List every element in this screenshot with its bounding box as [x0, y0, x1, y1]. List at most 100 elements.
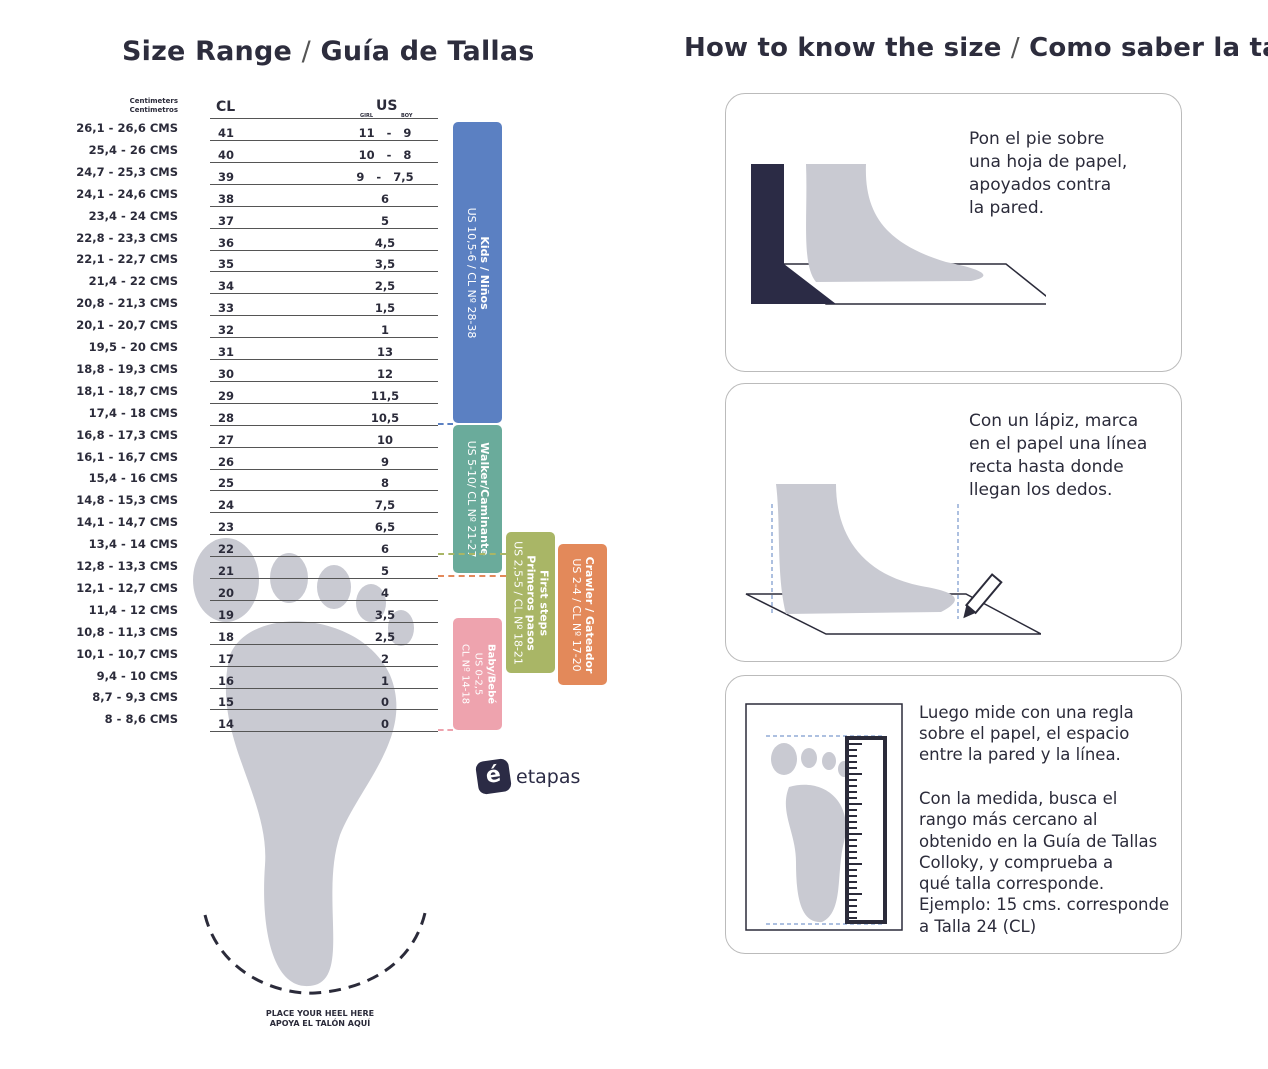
cm-range: 21,4 - 22 CMS [88, 274, 178, 289]
row-divider [210, 512, 438, 514]
table-row: 23,4 - 24 CMS 37 5 [80, 209, 440, 231]
cm-range: 14,8 - 15,3 CMS [76, 493, 178, 508]
walker-divider [438, 553, 506, 555]
us-size: 12 [376, 366, 393, 381]
row-divider [210, 468, 438, 470]
cm-range: 20,1 - 20,7 CMS [76, 318, 178, 333]
table-row: 10,8 - 11,3 CMS 18 2,5 [76, 625, 440, 647]
cl-header: CL [216, 99, 236, 115]
walker-label: Walker/Caminante [477, 442, 491, 556]
first-steps-label-es: Primeros pasos [524, 554, 537, 651]
us-size: 1 [380, 323, 389, 338]
kids-range: US 10,5-6 / CL Nº 28-38 [464, 207, 478, 338]
us-size: 5 [380, 213, 389, 228]
row-divider [210, 293, 438, 295]
pencil-marking-icon [745, 484, 1041, 635]
row-divider [210, 731, 438, 733]
title-sep: / [1010, 33, 1020, 63]
text-line: qué talla corresponde. [919, 874, 1105, 894]
girl-label: GIRL [360, 113, 374, 119]
us-size: 10,5 [370, 410, 400, 425]
us-size: 11 - 9 [358, 126, 412, 140]
cl-size: 24 [218, 498, 235, 513]
kids-bar: Kids / Niños US 10,5-6 / CL Nº 28-38 [453, 122, 502, 423]
row-divider [210, 643, 438, 645]
boy-label: BOY [401, 113, 413, 119]
table-row: 16,8 - 17,3 CMS 27 10 [76, 428, 440, 450]
title-sep: / [301, 36, 311, 67]
us-size: 4,5 [374, 235, 396, 250]
title-es: Como saber la talla [1029, 33, 1268, 63]
text-line: rango más cercano al [919, 810, 1098, 830]
us-size: 6,5 [374, 520, 396, 535]
row-divider [210, 709, 438, 711]
text-line: Con la medida, busca el [919, 789, 1118, 808]
row-divider [210, 687, 438, 689]
cm-range: 12,8 - 13,3 CMS [76, 559, 178, 573]
text-line: apoyados contra [969, 175, 1112, 195]
table-row: 15,4 - 16 CMS 25 8 [80, 471, 440, 493]
crawler-range: US 2-4 / CL Nº 17-20 [569, 557, 583, 672]
us-size: 2,5 [374, 629, 396, 644]
how-to-title: How to know the size / Como saber la tal… [684, 33, 1268, 63]
first-steps-range: US 2,5-5 / CL Nº 18-21 [511, 540, 524, 665]
text-line: Con un lápiz, marca [969, 411, 1139, 431]
etapas-logo: é etapas [474, 757, 580, 796]
row-divider [210, 359, 438, 360]
cm-range: 25,4 - 26 CMS [88, 142, 178, 157]
table-row: 18,8 - 19,3 CMS 30 12 [76, 362, 440, 384]
us-size: 5 [380, 564, 389, 578]
text-line: Colloky, y comprueba a [919, 852, 1114, 872]
logo-icon: é [474, 757, 513, 796]
row-divider [210, 665, 438, 667]
us-size: 1 [380, 673, 389, 688]
us-header: US [376, 98, 398, 114]
cm-range: 13,4 - 14 CMS [88, 537, 178, 552]
table-row: 26,1 - 26,6 CMS 41 11 - 9 [76, 121, 440, 143]
text-line: la pared. [969, 198, 1045, 218]
baby-range: US 0-2,5 [472, 652, 483, 696]
cm-range: 26,1 - 26,6 CMS [76, 121, 178, 135]
firststeps-divider [438, 575, 506, 577]
us-size: 10 [376, 432, 393, 447]
table-row: 8 - 8,6 CMS 14 0 [80, 712, 440, 734]
step-2-text: Con un lápiz, marca en el papel una línea… [969, 410, 1147, 502]
title-es: Guía de Tallas [320, 36, 535, 67]
us-size: 13 [376, 345, 393, 359]
table-row: 20,1 - 20,7 CMS 32 1 [76, 318, 440, 340]
heel-instruction: PLACE YOUR HEEL HERE APOYA EL TALÓN AQUÍ [230, 1009, 410, 1029]
text-line: Pon el pie sobre [969, 129, 1105, 149]
table-row: 13,4 - 14 CMS 22 6 [80, 537, 440, 559]
step-3-panel: Luego mide con una regla sobre el papel, … [725, 675, 1182, 954]
row-divider [210, 621, 438, 623]
text-line: en el papel una línea [969, 434, 1148, 454]
cl-size: 41 [218, 126, 235, 140]
title-en: Size Range [122, 36, 292, 67]
us-size: 6 [380, 542, 389, 557]
us-size: 6 [380, 191, 389, 206]
row-divider [210, 227, 438, 229]
us-size: 1,5 [374, 301, 396, 316]
us-size: 3,5 [374, 607, 396, 622]
first-steps-label: First steps [537, 569, 550, 636]
step-2-panel: Con un lápiz, marca en el papel una línea… [725, 383, 1182, 662]
cl-size: 36 [218, 235, 235, 250]
row-divider [210, 490, 438, 492]
cm-range: 16,1 - 16,7 CMS [76, 449, 178, 464]
row-divider [210, 337, 438, 339]
cl-size: 14 [218, 717, 235, 732]
cl-size: 21 [218, 564, 235, 578]
crawler-bar: Crawler / Gateador US 2-4 / CL Nº 17-20 [558, 544, 607, 685]
us-size: 2 [380, 651, 389, 666]
cl-size: 29 [218, 388, 235, 403]
baby-range-cl: CL Nº 14-18 [459, 643, 470, 705]
cm-range: 23,4 - 24 CMS [88, 208, 178, 223]
baby-bar: Baby/Bebé US 0-2,5 CL Nº 14-18 [453, 618, 502, 730]
cm-range: 17,4 - 18 CMS [88, 405, 178, 420]
cm-header: Centimeters Centimetros [98, 97, 178, 115]
kids-divider [438, 423, 453, 425]
cm-range: 11,4 - 12 CMS [88, 602, 178, 617]
cl-size: 15 [218, 695, 235, 710]
cm-range: 10,1 - 10,7 CMS [76, 646, 178, 661]
row-divider [210, 446, 438, 448]
